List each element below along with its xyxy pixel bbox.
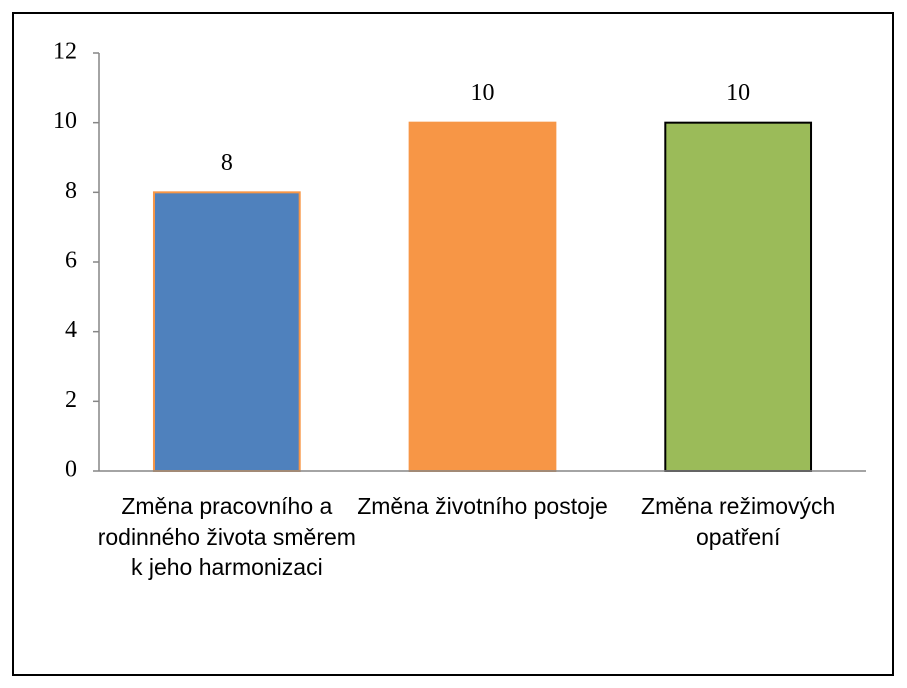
value-label: 8 (221, 150, 233, 176)
y-tick-label: 10 (53, 108, 77, 134)
bar (664, 121, 813, 473)
y-tick-label: 0 (65, 457, 77, 483)
y-tick-label: 6 (65, 248, 77, 274)
x-tick-label: Změna režimových opatření (641, 493, 836, 550)
x-tick-label: Změna pracovního a rodinného života směr… (97, 493, 356, 580)
y-tick-label: 2 (65, 387, 77, 413)
value-label: 10 (726, 80, 750, 106)
x-tick-label: Změna životního postoje (357, 493, 608, 519)
bar (408, 121, 557, 473)
y-tick-label: 12 (53, 39, 77, 65)
y-tick-label: 4 (65, 317, 77, 343)
y-tick-label: 8 (65, 178, 77, 204)
value-label: 10 (471, 80, 495, 106)
bar (152, 191, 301, 472)
